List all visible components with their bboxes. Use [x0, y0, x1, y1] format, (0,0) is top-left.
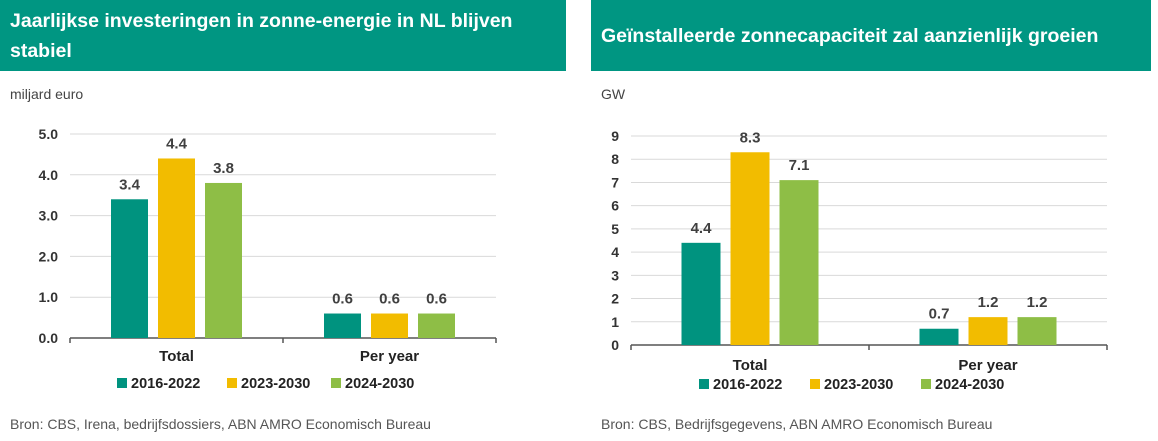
- data-label: 0.6: [426, 291, 447, 308]
- y-tick-label: 5: [611, 221, 619, 237]
- category-label: Total: [733, 357, 768, 374]
- legend-label: 2016-2022: [131, 376, 200, 392]
- y-axis-unit: GW: [601, 86, 626, 102]
- source-note: Bron: CBS, Irena, bedrijfsdossiers, ABN …: [10, 416, 431, 432]
- data-label: 0.6: [332, 291, 353, 308]
- y-tick-label: 5.0: [39, 126, 59, 142]
- data-label: 4.4: [691, 220, 713, 237]
- legend-label: 2023-2030: [241, 376, 310, 392]
- category-label: Total: [159, 348, 194, 365]
- investment-bar-chart: 0.0 1.0 2.0 3.0 4.0 5.0 3.4 4.4 3.8 Total 0.6 0.6 0.…: [39, 126, 497, 392]
- bar: [371, 313, 408, 338]
- category-label: Per year: [360, 348, 419, 365]
- bar: [158, 158, 195, 338]
- capacity-chart-panel: Geïnstalleerde zonnecapaciteit zal aanzi…: [591, 0, 1151, 441]
- data-label: 7.1: [789, 157, 810, 174]
- y-tick-label: 0: [611, 337, 619, 353]
- bar: [111, 199, 148, 338]
- bar: [730, 152, 770, 345]
- data-label: 1.2: [978, 294, 999, 311]
- bar: [681, 242, 721, 345]
- bar: [779, 180, 819, 345]
- data-label: 1.2: [1027, 294, 1048, 311]
- y-tick-label: 0.0: [39, 330, 59, 346]
- legend-label: 2023-2030: [824, 377, 893, 393]
- y-tick-label: 1.0: [39, 289, 59, 305]
- legend-swatch: [921, 379, 931, 389]
- legend-swatch: [117, 378, 127, 388]
- y-tick-label: 4.0: [39, 167, 59, 183]
- y-tick-label: 9: [611, 128, 619, 144]
- bar: [968, 317, 1008, 345]
- bar: [1017, 317, 1057, 345]
- y-tick-label: 1: [611, 314, 619, 330]
- y-axis-unit: miljard euro: [10, 86, 84, 102]
- y-tick-label: 2: [611, 291, 619, 307]
- data-label: 0.6: [379, 291, 400, 308]
- chart-title: Jaarlijkse investeringen in zonne-energi…: [0, 0, 566, 71]
- y-tick-label: 3.0: [39, 208, 59, 224]
- legend-label: 2016-2022: [713, 377, 782, 393]
- y-tick-label: 3: [611, 267, 619, 283]
- legend-swatch: [227, 378, 237, 388]
- data-label: 0.7: [929, 306, 950, 323]
- chart-title: Geïnstalleerde zonnecapaciteit zal aanzi…: [591, 0, 1151, 71]
- y-tick-label: 6: [611, 198, 619, 214]
- category-label: Per year: [958, 357, 1017, 374]
- y-tick-label: 7: [611, 174, 619, 190]
- investment-chart-panel: Jaarlijkse investeringen in zonne-energi…: [0, 0, 566, 441]
- legend-swatch: [331, 378, 341, 388]
- data-label: 3.8: [213, 160, 234, 177]
- legend-label: 2024-2030: [345, 376, 414, 392]
- y-tick-label: 8: [611, 151, 619, 167]
- legend-swatch: [699, 379, 709, 389]
- capacity-bar-chart: 0 1 2 3 4 5 6 7 8 9 4.4 8.3 7.1 Total 0.7 1.2 1.2 Per yea…: [611, 128, 1108, 393]
- data-label: 3.4: [119, 176, 141, 193]
- y-tick-label: 2.0: [39, 248, 59, 264]
- source-note: Bron: CBS, Bedrijfsgegevens, ABN AMRO Ec…: [601, 416, 993, 432]
- bar: [205, 182, 242, 338]
- bar: [418, 313, 455, 338]
- data-label: 8.3: [740, 129, 761, 146]
- data-label: 4.4: [166, 135, 188, 152]
- y-tick-label: 4: [611, 244, 619, 260]
- legend-label: 2024-2030: [935, 377, 1004, 393]
- legend-swatch: [810, 379, 820, 389]
- bar: [919, 328, 959, 345]
- bar: [324, 313, 361, 338]
